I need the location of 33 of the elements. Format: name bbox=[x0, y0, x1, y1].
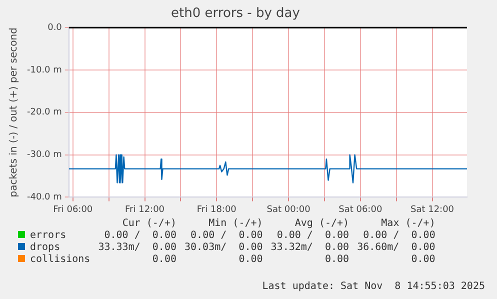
chart-title: eth0 errors - by day bbox=[171, 6, 300, 22]
text: 0.00 bbox=[238, 254, 263, 266]
text: 0.00 bbox=[410, 254, 436, 266]
x-tick-label: Sat 00:00 bbox=[266, 204, 311, 215]
legend-label: collisions bbox=[29, 254, 90, 266]
text: 0.00 / 0.00 bbox=[276, 230, 350, 242]
y-tick-label: -20.0 m bbox=[26, 108, 62, 118]
text: Last update: Sat Nov 8 14:55:03 2025 bbox=[262, 281, 485, 292]
text: 0.00 / 0.00 bbox=[103, 230, 176, 242]
text: 33.33m/ 0.00 bbox=[97, 242, 176, 254]
x-tick-label: Sat 06:00 bbox=[338, 204, 382, 215]
x-tick-label: Fri 06:00 bbox=[53, 204, 93, 215]
legend-label: drops bbox=[29, 242, 62, 254]
legend-label: errors bbox=[29, 230, 68, 242]
text: 0.00 bbox=[151, 254, 176, 266]
y-tick-label: -10.0 m bbox=[26, 65, 62, 76]
text: Min (-/+) bbox=[208, 218, 263, 230]
text: Max (-/+) bbox=[380, 218, 436, 230]
text: 33.32m/ 0.00 bbox=[270, 242, 350, 254]
x-tick-label: Fri 18:00 bbox=[196, 204, 237, 215]
text: Cur (-/+) bbox=[121, 218, 176, 230]
text: Avg (-/+) bbox=[294, 218, 350, 230]
text: 0.00 / 0.00 bbox=[362, 230, 436, 242]
text: 0.00 / 0.00 bbox=[190, 230, 263, 242]
y-tick-label: 0.0 bbox=[48, 22, 62, 33]
y-axis-title: packets in (-) / out (+) per second bbox=[8, 28, 20, 198]
y-tick-label: -30.0 m bbox=[26, 150, 62, 160]
x-tick-label: Sat 12:00 bbox=[410, 204, 454, 215]
text: 36.60m/ 0.00 bbox=[356, 242, 436, 254]
y-tick-label: -40.0 m bbox=[26, 192, 62, 203]
text: 0.00 bbox=[324, 254, 350, 266]
text: 30.03m/ 0.00 bbox=[184, 242, 263, 254]
x-tick-label: Fri 12:00 bbox=[125, 204, 165, 215]
